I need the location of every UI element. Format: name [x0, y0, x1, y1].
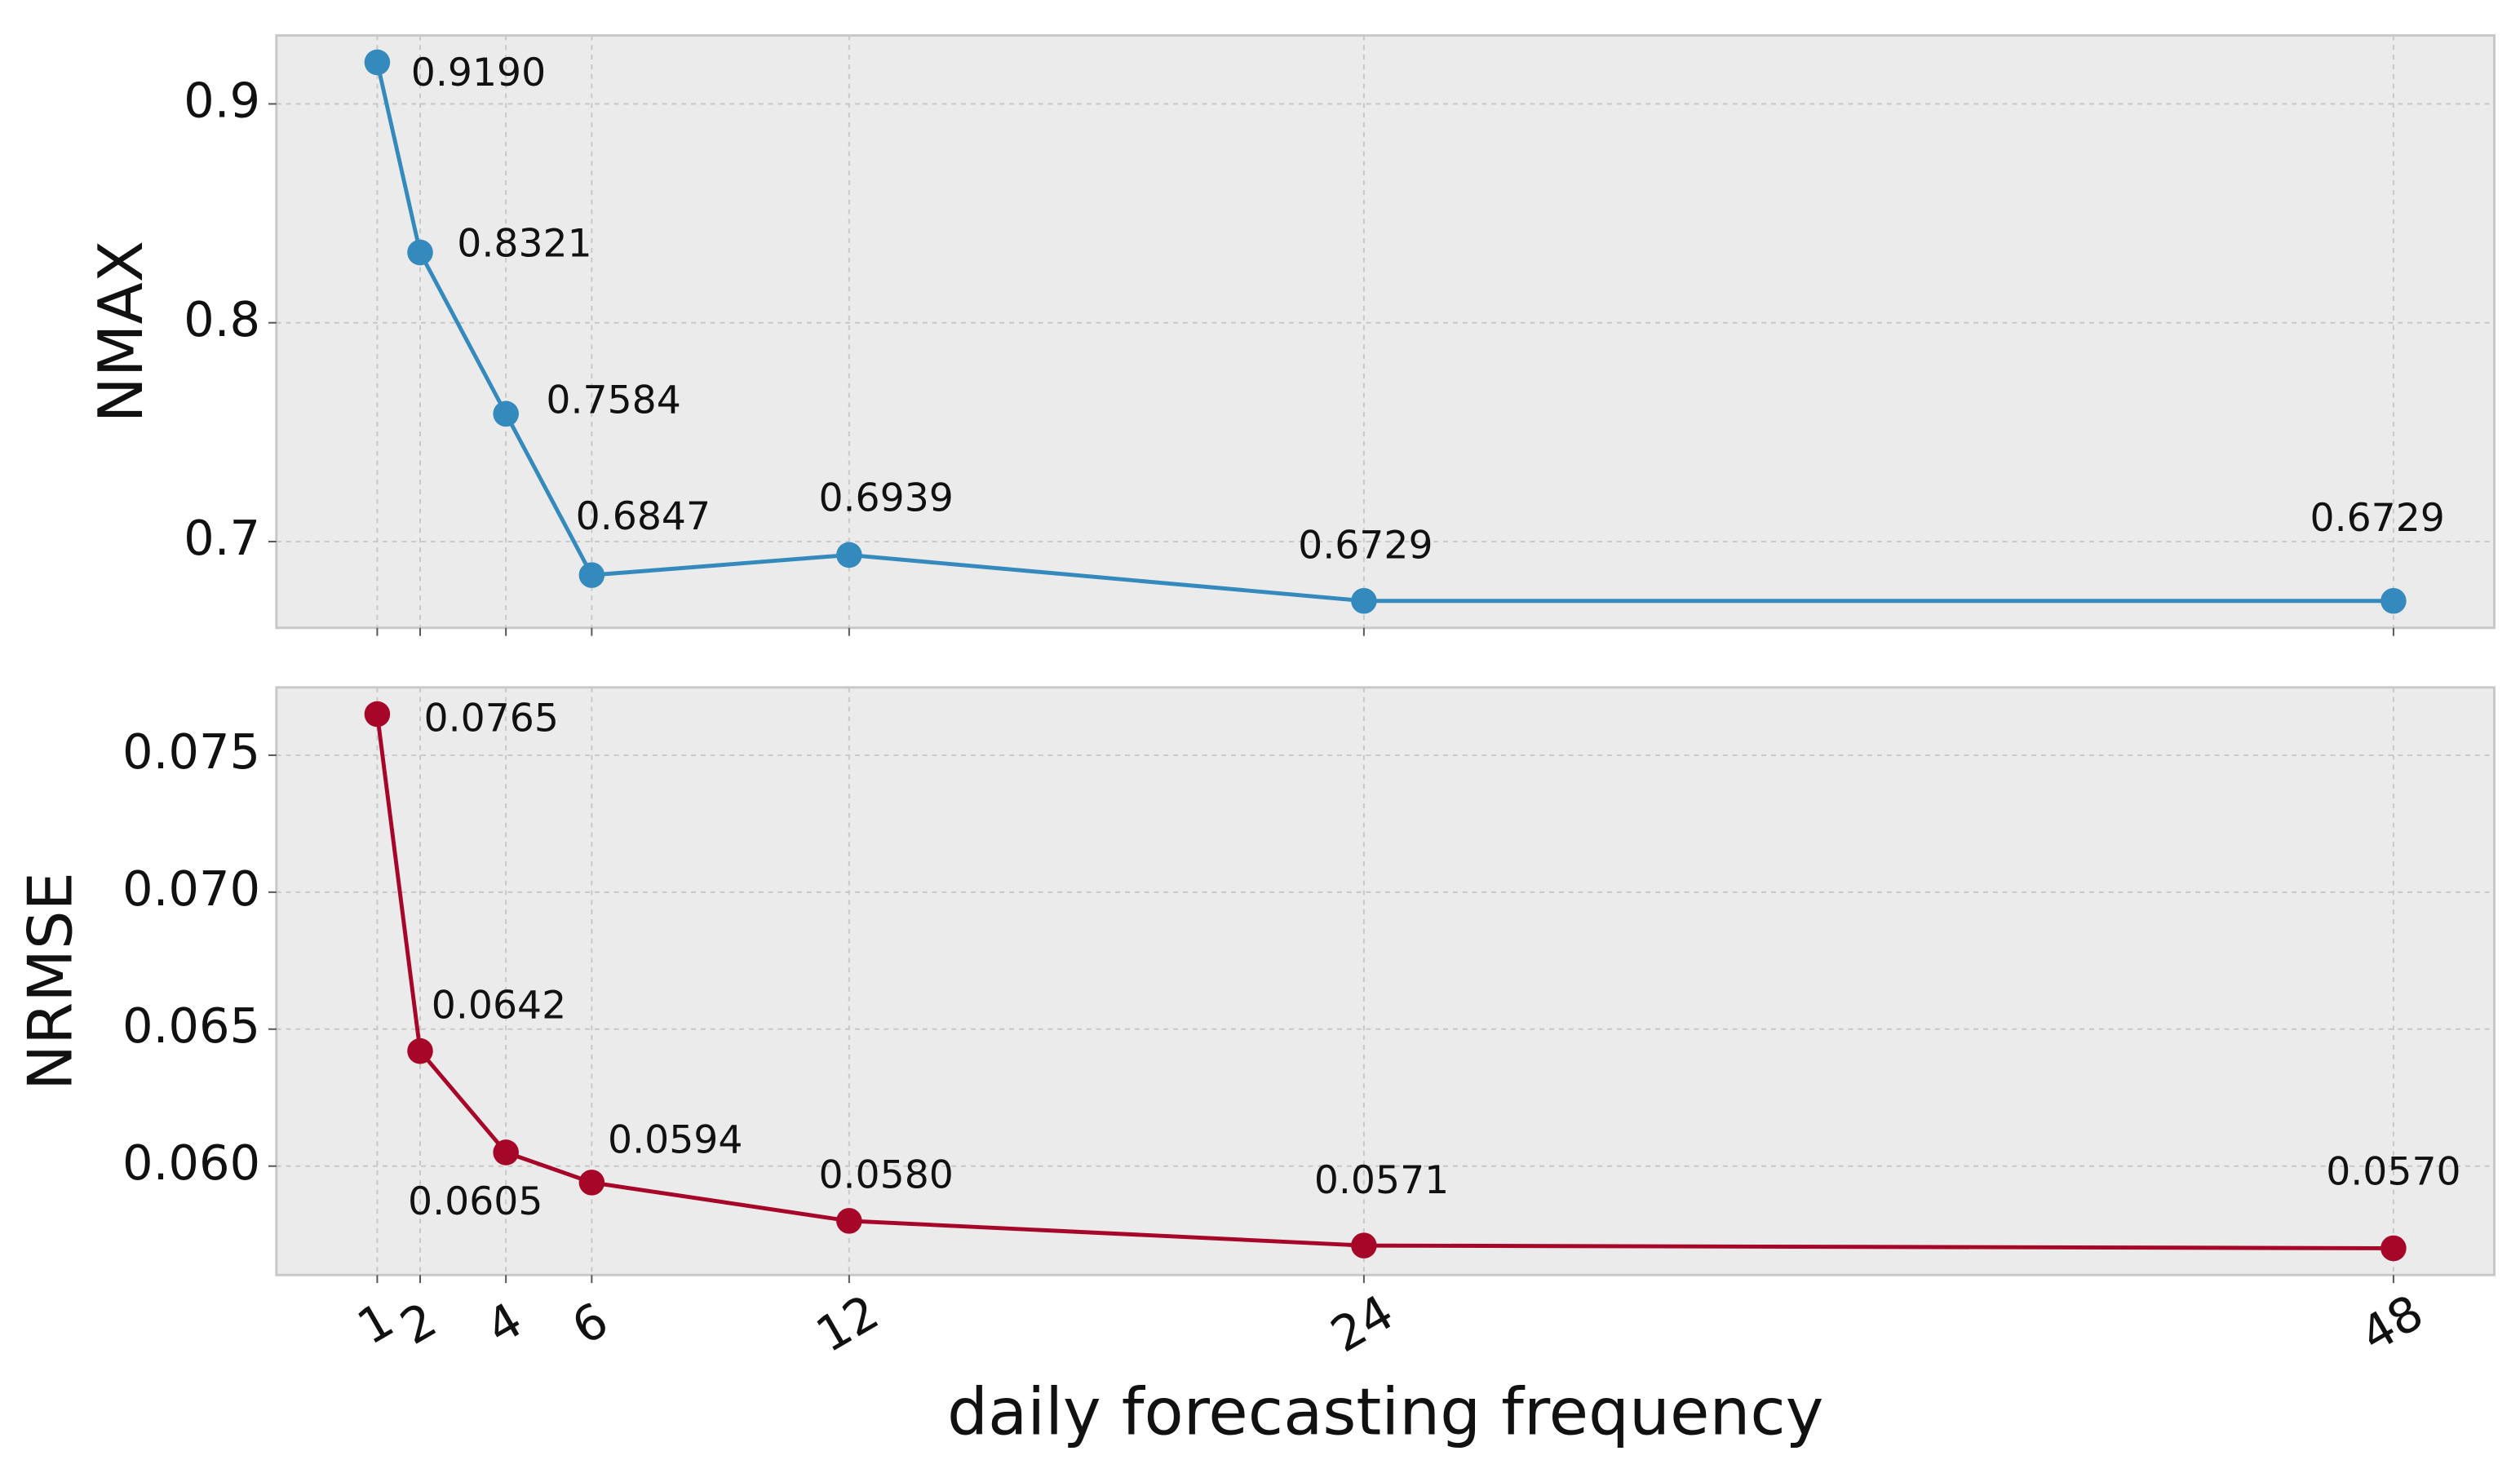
y-tick-label: 0.070: [122, 860, 260, 917]
data-label: 0.0605: [408, 1179, 543, 1224]
x-tick-label: 4: [476, 1291, 531, 1356]
data-label: 0.0580: [818, 1153, 953, 1198]
x-tick-label: 1: [348, 1291, 403, 1356]
data-label: 0.0642: [432, 983, 566, 1028]
data-point: [493, 1139, 519, 1166]
data-label: 0.6729: [1298, 524, 1433, 568]
data-point: [364, 49, 391, 76]
data-label: 0.9190: [411, 51, 546, 95]
x-tick-label: 24: [1322, 1284, 1403, 1363]
y-tick-label: 0.065: [122, 997, 260, 1054]
x-axis-label: daily forecasting frequency: [947, 1374, 1823, 1449]
y-tick-label: 0.060: [122, 1135, 260, 1191]
data-label: 0.0570: [2326, 1150, 2460, 1195]
y-tick-label: 0.075: [122, 723, 260, 780]
data-label: 0.0594: [608, 1117, 742, 1162]
y-tick-label: 0.8: [184, 291, 260, 347]
data-point: [407, 1037, 433, 1064]
data-point: [1351, 587, 1377, 614]
y-tick-label: 0.7: [184, 510, 260, 566]
data-point: [493, 400, 519, 427]
x-tick-label: 2: [391, 1291, 445, 1356]
y-axis-label: NRMSE: [15, 872, 86, 1090]
data-point: [2380, 1235, 2407, 1262]
data-label: 0.6939: [818, 476, 953, 520]
data-label: 0.7584: [546, 378, 680, 423]
data-point: [364, 701, 391, 728]
data-point: [2380, 587, 2407, 614]
x-tick-label: 12: [807, 1284, 888, 1363]
data-point: [578, 562, 605, 588]
data-point: [1351, 1232, 1377, 1258]
data-point: [407, 239, 433, 266]
plot-area: [275, 686, 2496, 1276]
data-point: [836, 1208, 862, 1234]
data-point: [578, 1170, 605, 1196]
x-tick-label: 6: [563, 1291, 618, 1356]
data-label: 0.6847: [576, 494, 711, 539]
data-label: 0.0765: [424, 696, 559, 741]
data-label: 0.0571: [1314, 1158, 1449, 1203]
x-tick-label: 48: [2351, 1284, 2433, 1363]
y-tick-label: 0.9: [184, 72, 260, 128]
data-point: [836, 542, 862, 568]
plot-area: [275, 33, 2496, 630]
y-axis-label: NMAX: [85, 241, 157, 422]
data-label: 0.8321: [457, 222, 591, 267]
data-label: 0.6729: [2310, 496, 2445, 541]
